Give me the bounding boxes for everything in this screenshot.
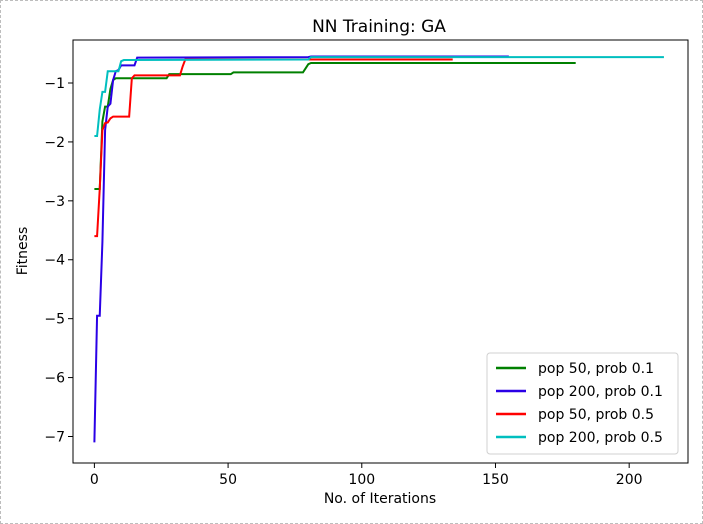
legend-label: pop 50, prob 0.1 bbox=[538, 361, 654, 377]
plot-area bbox=[72, 39, 689, 464]
x-tick-label: 100 bbox=[348, 472, 375, 488]
series-line-3 bbox=[94, 58, 453, 238]
y-tick-label: −1 bbox=[44, 76, 65, 92]
y-tick-label: −5 bbox=[44, 312, 65, 328]
y-tick-label: −6 bbox=[44, 371, 65, 387]
x-tick-label: 50 bbox=[219, 472, 237, 488]
series-lines bbox=[93, 55, 664, 443]
y-tick-label: −2 bbox=[44, 135, 65, 151]
x-tick-label: 150 bbox=[482, 472, 509, 488]
series-line-1 bbox=[94, 61, 576, 191]
y-axis-title: Fitness bbox=[15, 227, 31, 276]
legend-label: pop 200, prob 0.1 bbox=[538, 384, 663, 400]
legend-box bbox=[486, 352, 679, 455]
legend: pop 50, prob 0.1 pop 200, prob 0.1 pop 50,… bbox=[486, 352, 679, 455]
y-tick-label: −3 bbox=[44, 194, 65, 210]
legend-label: pop 50, prob 0.5 bbox=[538, 407, 654, 423]
x-tick-label: 200 bbox=[616, 472, 643, 488]
x-axis-title: No. of Iterations bbox=[324, 491, 436, 507]
x-axis: 0 50 100 150 200 bbox=[90, 463, 643, 488]
y-tick-label: −4 bbox=[44, 253, 65, 269]
y-axis: −7 −6 −5 −4 −3 −2 −1 bbox=[44, 76, 73, 445]
y-tick-label: −7 bbox=[44, 429, 65, 445]
chart-title: NN Training: GA bbox=[312, 17, 446, 37]
x-tick-label: 0 bbox=[90, 472, 99, 488]
legend-label: pop 200, prob 0.5 bbox=[538, 430, 663, 446]
series-line-2 bbox=[93, 55, 509, 443]
series-line-4 bbox=[94, 56, 664, 138]
